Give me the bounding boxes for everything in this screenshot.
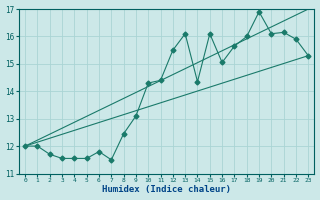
X-axis label: Humidex (Indice chaleur): Humidex (Indice chaleur) — [102, 185, 231, 194]
